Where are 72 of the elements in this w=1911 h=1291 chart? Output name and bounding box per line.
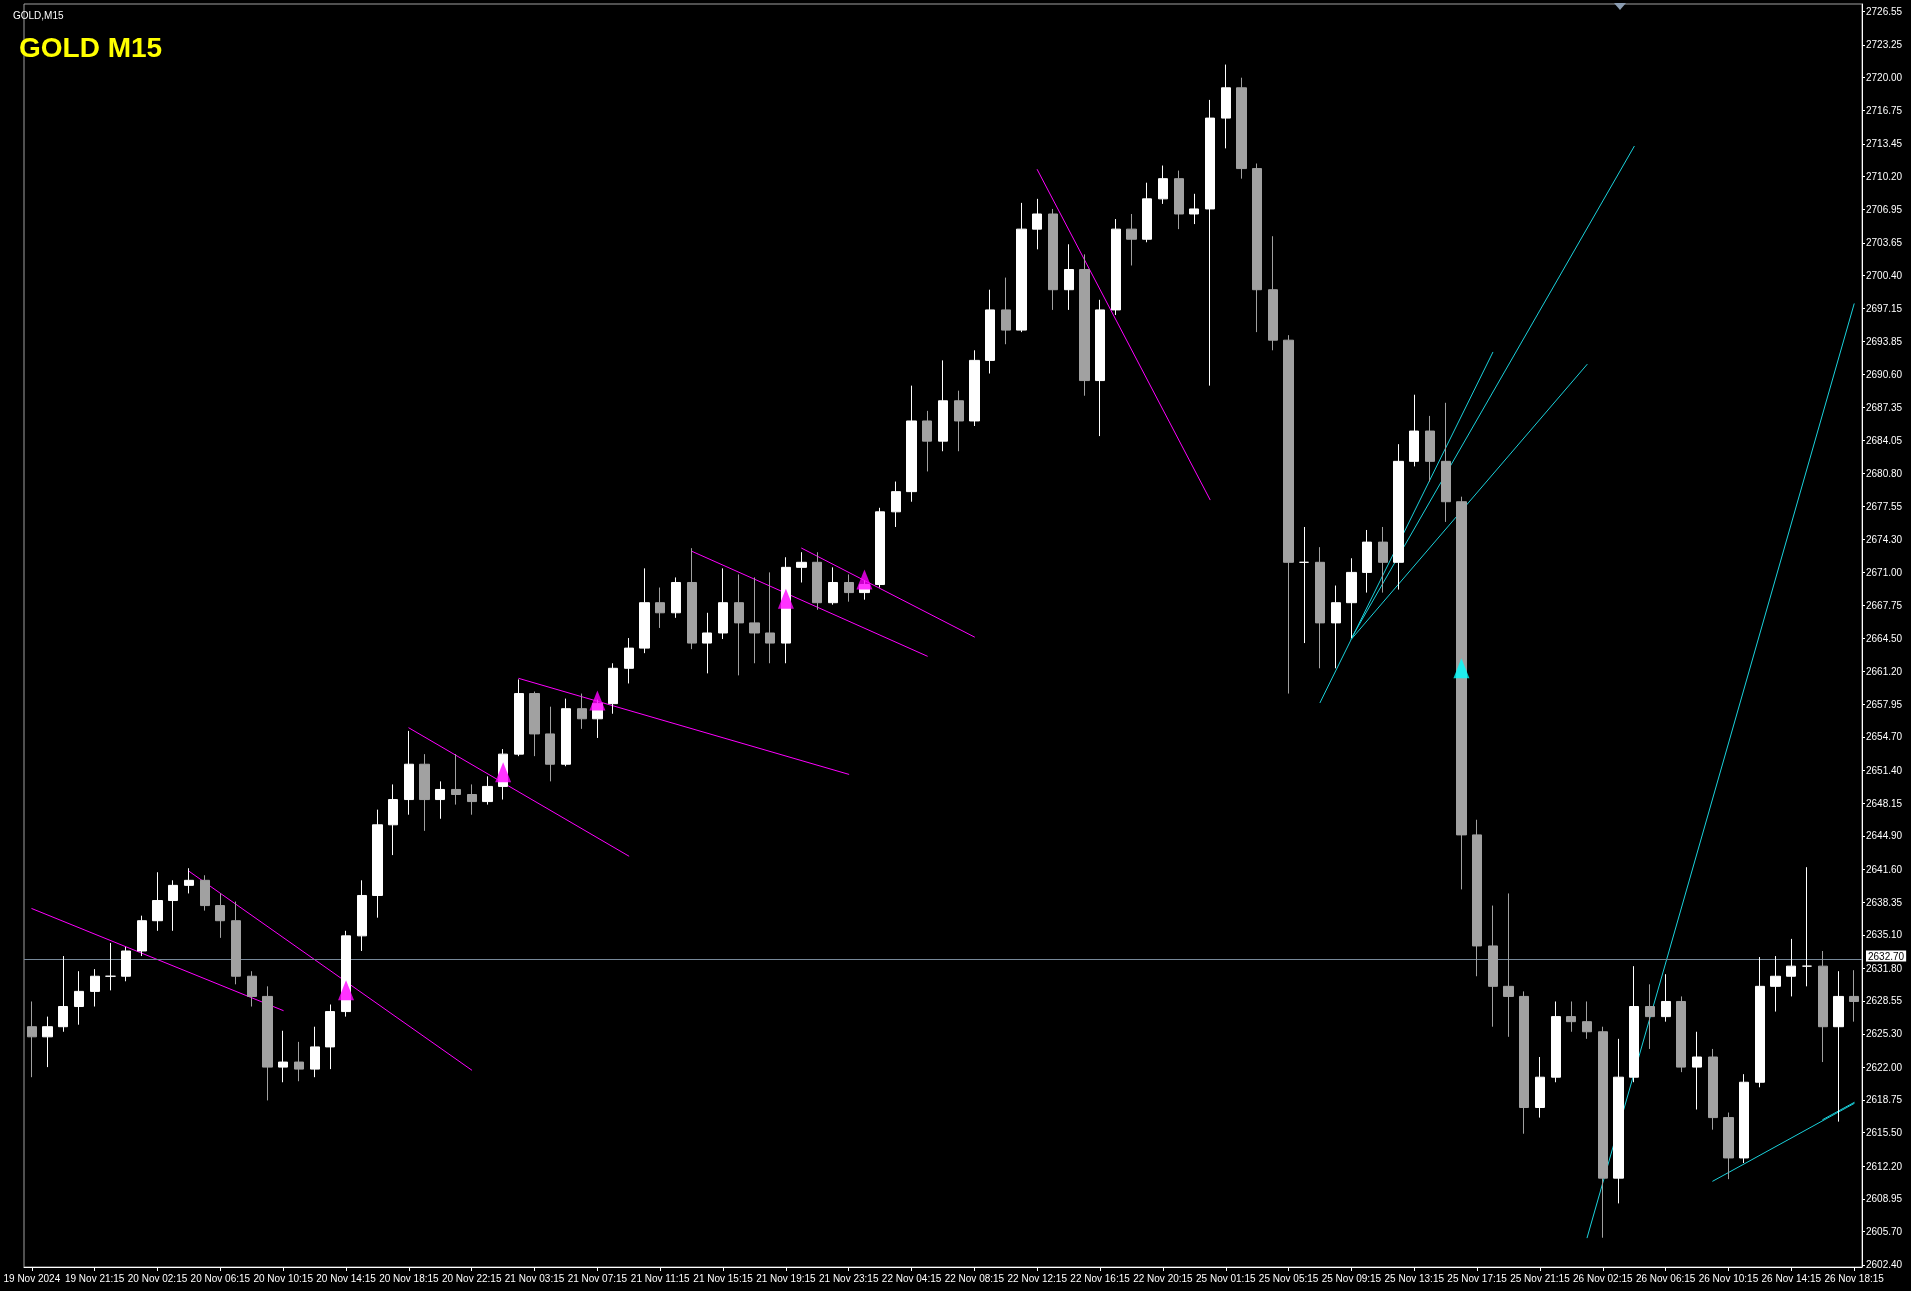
y-tick-label: 2710.20 — [1866, 171, 1903, 183]
x-tick-label: 20 Nov 14:15 — [316, 1272, 377, 1284]
y-tick-label: 2625.30 — [1866, 1028, 1903, 1040]
y-tick-label: 2628.55 — [1866, 995, 1903, 1007]
y-tick-label: 2687.35 — [1866, 401, 1903, 413]
y-tick-label: 2602.40 — [1866, 1259, 1903, 1271]
x-tick-label: 21 Nov 07:15 — [567, 1272, 628, 1284]
y-tick-label: 2608.95 — [1866, 1193, 1903, 1205]
x-tick-label: 25 Nov 09:15 — [1321, 1272, 1382, 1284]
y-tick-label: 2697.15 — [1866, 302, 1903, 314]
y-tick-label: 2648.15 — [1866, 797, 1903, 809]
x-tick-label: 22 Nov 08:15 — [944, 1272, 1005, 1284]
text: GOLD M15 — [19, 31, 163, 63]
y-tick-label: 2664.50 — [1866, 632, 1903, 644]
y-tick-label: 2654.70 — [1866, 731, 1903, 743]
y-tick-label: 2605.70 — [1866, 1226, 1903, 1238]
x-tick-label: 22 Nov 12:15 — [1007, 1272, 1068, 1284]
y-tick-label: 2674.30 — [1866, 533, 1903, 545]
x-tick-label: 21 Nov 11:15 — [630, 1272, 691, 1284]
y-tick-label: 2693.85 — [1866, 336, 1903, 348]
y-tick-label: 2657.95 — [1866, 698, 1903, 710]
x-tick-label: 25 Nov 17:15 — [1447, 1272, 1508, 1284]
x-tick-label: 20 Nov 06:15 — [190, 1272, 251, 1284]
y-tick-label: 2635.10 — [1866, 929, 1903, 941]
x-tick-label: 19 Nov 21:15 — [64, 1272, 125, 1284]
y-tick-label: 2671.00 — [1866, 566, 1903, 578]
x-tick-label: 21 Nov 19:15 — [756, 1272, 817, 1284]
x-tick-label: 25 Nov 13:15 — [1384, 1272, 1445, 1284]
y-tick-label: 2631.80 — [1866, 962, 1903, 974]
y-tick-label: 2644.90 — [1866, 830, 1903, 842]
y-tick-label: 2618.75 — [1866, 1094, 1903, 1106]
y-tick-label: 2706.95 — [1866, 203, 1903, 215]
x-tick-label: 21 Nov 03:15 — [504, 1272, 565, 1284]
y-tick-label: 2677.55 — [1866, 500, 1903, 512]
x-tick-label: 21 Nov 23:15 — [818, 1272, 879, 1284]
y-tick-label: 2700.40 — [1866, 270, 1903, 282]
x-tick-label: 26 Nov 10:15 — [1698, 1272, 1759, 1284]
x-tick-label: 25 Nov 21:15 — [1510, 1272, 1571, 1284]
x-tick-label: 25 Nov 05:15 — [1258, 1272, 1319, 1284]
x-tick-label: 20 Nov 10:15 — [253, 1272, 314, 1284]
y-tick-label: 2703.65 — [1866, 237, 1903, 249]
y-tick-label: 2726.55 — [1866, 6, 1903, 18]
y-tick-label: 2612.20 — [1866, 1160, 1903, 1172]
x-tick-label: 25 Nov 01:15 — [1196, 1272, 1256, 1284]
x-tick-label: 26 Nov 02:15 — [1573, 1272, 1633, 1284]
y-tick-label: 2641.60 — [1866, 863, 1903, 875]
x-tick-label: 22 Nov 20:15 — [1133, 1272, 1194, 1284]
x-tick-label: 20 Nov 18:15 — [379, 1272, 440, 1284]
x-tick-label: 22 Nov 16:15 — [1070, 1272, 1131, 1284]
y-tick-label: 2638.35 — [1866, 896, 1903, 908]
y-tick-label: 2615.50 — [1866, 1127, 1903, 1139]
y-tick-label: 2716.75 — [1866, 105, 1903, 117]
x-tick-label: 22 Nov 04:15 — [881, 1272, 942, 1284]
x-tick-label: 20 Nov 22:15 — [441, 1272, 502, 1284]
y-tick-label: 2661.20 — [1866, 665, 1903, 677]
y-tick-label: 2723.25 — [1866, 39, 1903, 51]
x-tick-label: 26 Nov 18:15 — [1824, 1272, 1885, 1284]
x-tick-label: 21 Nov 15:15 — [693, 1272, 754, 1284]
x-tick-label: 20 Nov 02:15 — [127, 1272, 188, 1284]
y-tick-label: 2651.40 — [1866, 764, 1903, 776]
y-tick-label: 2684.05 — [1866, 435, 1903, 447]
y-tick-label: 2622.00 — [1866, 1061, 1903, 1073]
y-tick-label: 2713.45 — [1866, 138, 1903, 150]
x-tick-label: 19 Nov 2024 — [3, 1272, 61, 1284]
y-tick-label: 2720.00 — [1866, 72, 1903, 84]
ref-line-label: 2632.70 — [1868, 950, 1905, 962]
x-tick-label: 26 Nov 06:15 — [1635, 1272, 1696, 1284]
y-tick-label: 2680.80 — [1866, 467, 1903, 479]
y-tick-label: 2667.75 — [1866, 599, 1903, 611]
x-tick-label: 26 Nov 14:15 — [1761, 1272, 1822, 1284]
y-tick-label: 2690.60 — [1866, 369, 1903, 381]
text: GOLD,M15 — [13, 9, 65, 21]
